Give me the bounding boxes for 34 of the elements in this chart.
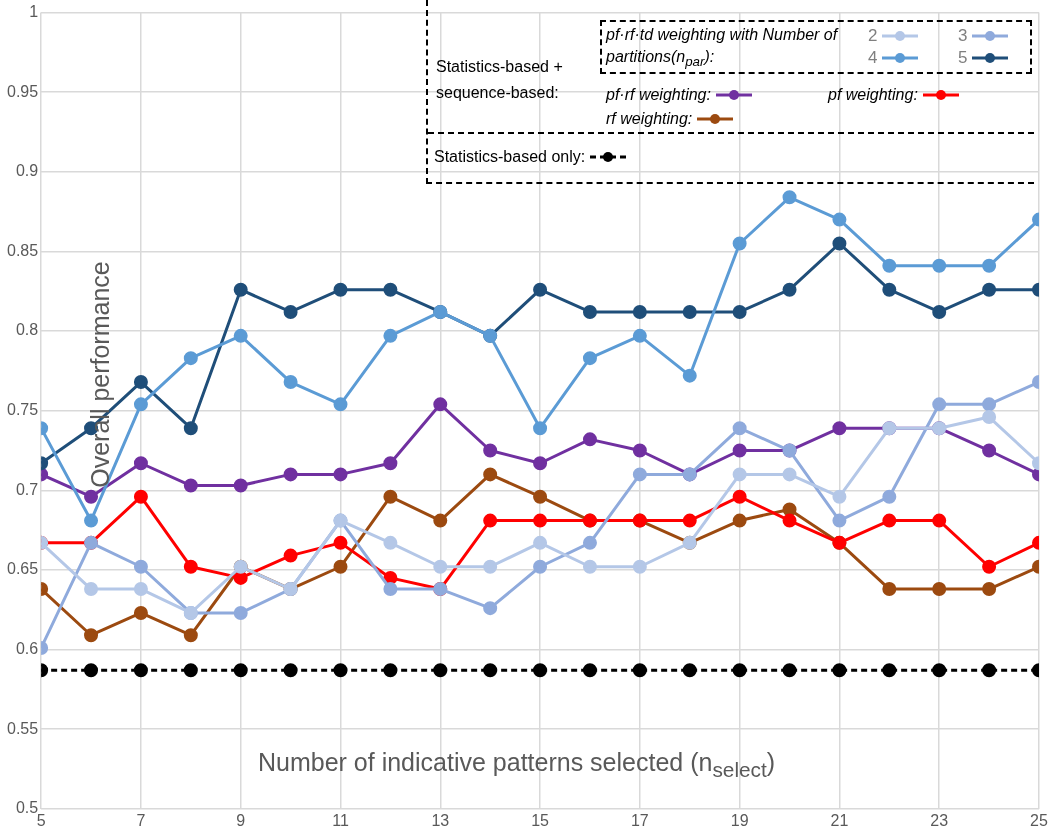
y-tick-label: 0.5 xyxy=(15,799,39,817)
legend-label: pf·rf weighting: xyxy=(606,86,711,104)
x-tick-label: 21 xyxy=(830,811,849,829)
legend-label: 3 xyxy=(958,26,968,46)
x-tick-label: 7 xyxy=(136,811,146,829)
legend-label: 2 xyxy=(868,26,878,46)
y-axis-title: Overall performance xyxy=(85,260,115,490)
y-tick-label: 0.75 xyxy=(7,401,39,419)
y-tick-label: 0.9 xyxy=(15,162,39,180)
y-tick-label: 0.6 xyxy=(15,639,39,657)
y-tick-label: 0.55 xyxy=(7,719,39,737)
y-tick-label: 0.8 xyxy=(15,321,39,339)
legend-label: Statistics-based only: xyxy=(434,148,586,166)
legend-label: 5 xyxy=(958,48,968,68)
x-tick-label: 13 xyxy=(431,811,450,829)
y-tick-label: 1 xyxy=(29,3,39,21)
x-tick-label: 11 xyxy=(332,811,349,829)
legend-label: 4 xyxy=(868,48,878,68)
x-tick-label: 25 xyxy=(1030,811,1048,829)
x-tick-label: 23 xyxy=(930,811,949,829)
y-tick-label: 0.65 xyxy=(7,560,39,578)
y-tick-label: 0.95 xyxy=(7,82,39,100)
x-tick-label: 9 xyxy=(236,811,246,829)
y-tick-label: 0.85 xyxy=(7,241,39,259)
legend-title: pf·rf·td weighting with Number of partitions(n$_{par}$): xyxy=(606,25,840,72)
x-axis-title: Number of indicative patterns selected (n$_{select}$) xyxy=(258,748,776,782)
x-tick-label: 17 xyxy=(630,811,649,829)
x-tick-label: 19 xyxy=(730,811,749,829)
legend-label: pf weighting: xyxy=(828,86,918,104)
x-tick-label: 15 xyxy=(531,811,550,829)
x-tick-label: 5 xyxy=(36,811,46,829)
annotation: Statistics-based + sequence-based: xyxy=(436,57,564,103)
y-tick-label: 0.7 xyxy=(15,480,39,498)
legend-label: rf weighting: xyxy=(606,110,693,128)
